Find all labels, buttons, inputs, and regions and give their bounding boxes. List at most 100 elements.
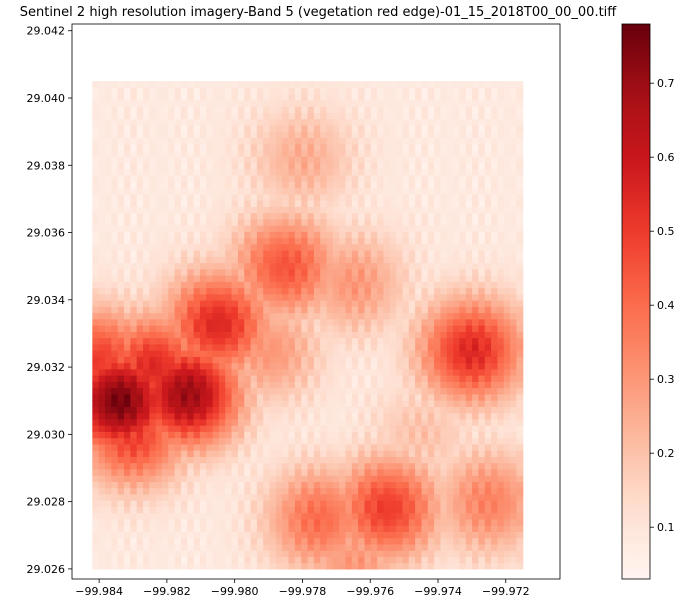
heatmap-cell — [180, 418, 188, 426]
heatmap-cell — [218, 137, 226, 145]
heatmap-cell — [130, 475, 138, 482]
heatmap-cell — [212, 531, 220, 539]
heatmap-cell — [225, 337, 233, 345]
heatmap-cell — [92, 525, 100, 532]
heatmap-cell — [383, 300, 391, 307]
heatmap-cell — [415, 325, 423, 332]
heatmap-cell — [244, 356, 252, 364]
heatmap-cell — [111, 562, 119, 570]
heatmap-cell — [256, 543, 264, 551]
heatmap-cell — [92, 212, 100, 220]
heatmap-cell — [510, 368, 517, 376]
heatmap-cell — [345, 293, 353, 301]
heatmap-cell — [263, 475, 271, 482]
heatmap-cell — [294, 149, 302, 157]
heatmap-cell — [358, 393, 366, 401]
heatmap-cell — [364, 337, 372, 345]
heatmap-cell — [174, 375, 182, 382]
heatmap-cell — [408, 537, 416, 545]
heatmap-cell — [345, 462, 353, 470]
heatmap-cell — [123, 512, 131, 520]
heatmap-cell — [92, 124, 100, 132]
heatmap-cell — [339, 381, 347, 389]
heatmap-cell — [123, 350, 131, 357]
heatmap-cell — [351, 256, 359, 264]
heatmap-cell — [503, 443, 511, 451]
heatmap-cell — [339, 250, 347, 257]
heatmap-cell — [199, 493, 207, 501]
heatmap-cell — [282, 443, 290, 451]
heatmap-cell — [117, 456, 125, 464]
heatmap-cell — [484, 437, 492, 445]
heatmap-cell — [402, 112, 410, 120]
heatmap-cell — [130, 537, 138, 545]
heatmap-cell — [225, 562, 233, 570]
heatmap-cell — [161, 556, 169, 564]
heatmap-cell — [516, 243, 524, 251]
heatmap-cell — [332, 337, 340, 345]
heatmap-cell — [269, 537, 277, 545]
heatmap-cell — [484, 112, 492, 120]
heatmap-cell — [263, 537, 271, 545]
heatmap-cell — [98, 287, 106, 295]
heatmap-cell — [117, 131, 125, 139]
heatmap-cell — [408, 443, 416, 451]
heatmap-cell — [421, 187, 429, 195]
heatmap-cell — [288, 412, 296, 420]
heatmap-cell — [263, 237, 271, 245]
heatmap-cell — [92, 537, 100, 545]
heatmap-cell — [256, 381, 264, 389]
heatmap-cell — [104, 343, 112, 351]
heatmap-cell — [389, 149, 397, 157]
heatmap-cell — [168, 418, 176, 426]
heatmap-cell — [288, 212, 296, 220]
heatmap-cell — [92, 231, 100, 239]
heatmap-cell — [123, 400, 131, 407]
heatmap-cell — [155, 518, 163, 526]
heatmap-cell — [275, 368, 283, 376]
heatmap-cell — [440, 550, 448, 557]
heatmap-cell — [434, 193, 442, 201]
heatmap-cell — [193, 306, 201, 314]
heatmap-cell — [484, 493, 492, 501]
heatmap-cell — [440, 462, 448, 470]
heatmap-cell — [339, 325, 347, 332]
heatmap-cell — [212, 387, 220, 395]
heatmap-cell — [446, 450, 454, 457]
heatmap-cell — [307, 481, 315, 489]
heatmap-cell — [104, 143, 112, 151]
heatmap-cell — [358, 368, 366, 376]
heatmap-cell — [180, 462, 188, 470]
heatmap-cell — [250, 181, 258, 189]
heatmap-cell — [136, 362, 144, 370]
heatmap-cell — [383, 331, 391, 339]
heatmap-cell — [484, 506, 492, 514]
heatmap-cell — [92, 218, 100, 226]
heatmap-cell — [421, 425, 429, 432]
heatmap-cell — [225, 468, 233, 476]
heatmap-cell — [123, 312, 131, 320]
heatmap-cell — [136, 450, 144, 457]
heatmap-cell — [320, 387, 328, 395]
heatmap-cell — [408, 506, 416, 514]
heatmap-cell — [104, 168, 112, 176]
heatmap-cell — [453, 300, 461, 307]
heatmap-cell — [180, 375, 188, 382]
heatmap-cell — [383, 412, 391, 420]
heatmap-cell — [206, 450, 214, 457]
heatmap-cell — [155, 156, 163, 164]
heatmap-cell — [510, 149, 517, 157]
heatmap-cell — [282, 493, 290, 501]
heatmap-cell — [98, 199, 106, 207]
heatmap-cell — [472, 356, 480, 364]
heatmap-cell — [256, 300, 264, 307]
heatmap-cell — [301, 512, 309, 520]
heatmap-cell — [212, 281, 220, 289]
heatmap-cell — [263, 443, 271, 451]
heatmap-cell — [174, 106, 182, 114]
heatmap-cell — [383, 174, 391, 182]
heatmap-cell — [358, 418, 366, 426]
heatmap-cell — [301, 393, 309, 401]
heatmap-cell — [193, 506, 201, 514]
